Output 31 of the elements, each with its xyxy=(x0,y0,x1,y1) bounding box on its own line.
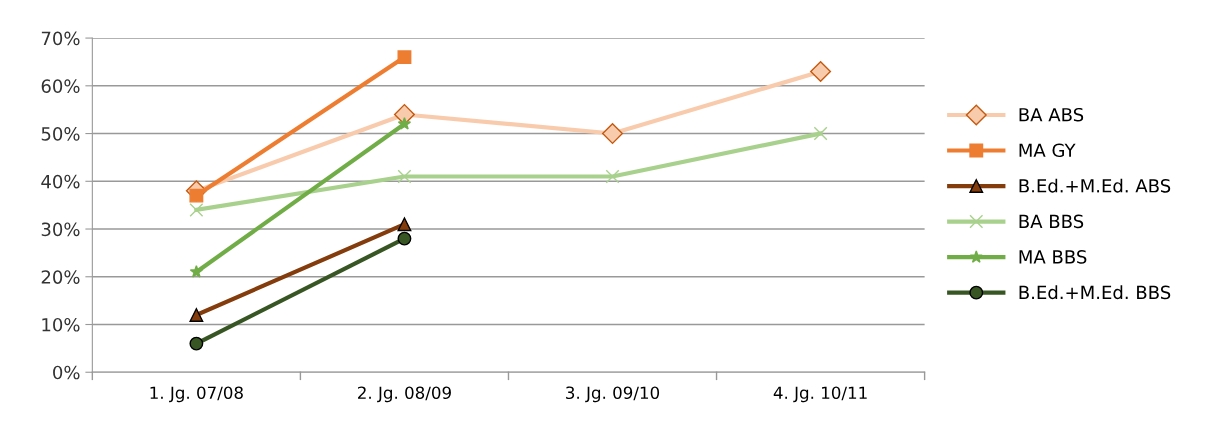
legend-label: B.Ed.+M.Ed. BBS xyxy=(1019,285,1171,300)
y-tick-label: 0% xyxy=(53,365,80,380)
point xyxy=(397,217,412,232)
y-tick-label: 40% xyxy=(41,174,80,189)
point xyxy=(189,265,204,278)
y-tick-label: 60% xyxy=(41,79,80,93)
x-tick-label: 3. Jg. 09/10 xyxy=(566,386,660,403)
y-tick-label: 30% xyxy=(41,222,80,237)
point xyxy=(189,336,204,351)
legend-label: BA ABS xyxy=(1019,107,1084,122)
point xyxy=(397,231,412,246)
point xyxy=(813,126,828,141)
y-tick-label: 20% xyxy=(41,270,80,284)
y-tick-label: 70% xyxy=(41,31,80,46)
x-tick-label: 2. Jg. 08/09 xyxy=(358,386,451,403)
legend-label: MA GY xyxy=(1019,143,1076,158)
legend-label: B.Ed.+M.Ed. ABS xyxy=(1019,178,1171,193)
point xyxy=(189,202,204,217)
y-tick-label: 10% xyxy=(42,317,80,332)
point xyxy=(189,308,204,322)
x-tick-label: 4. Jg. 10/11 xyxy=(773,386,867,403)
point xyxy=(605,169,620,184)
y-tick-label: 50% xyxy=(41,127,80,141)
point xyxy=(397,50,412,65)
point xyxy=(810,60,832,83)
point xyxy=(397,169,412,184)
point xyxy=(397,117,412,130)
legend-label: MA BBS xyxy=(1019,250,1087,264)
legend-label: BA BBS xyxy=(1019,214,1084,229)
x-tick-label: 1. Jg. 07/08 xyxy=(150,386,243,403)
point xyxy=(601,123,624,145)
